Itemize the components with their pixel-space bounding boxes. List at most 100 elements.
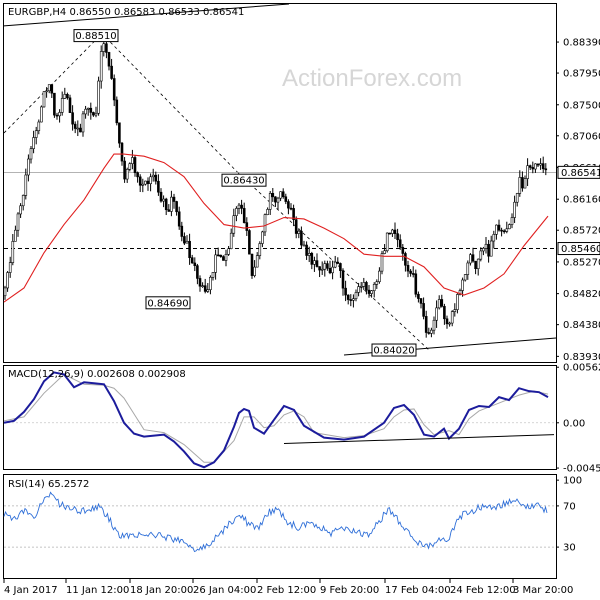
candle-body: [6, 272, 9, 289]
candle-body: [214, 254, 217, 273]
candle-body: [242, 208, 246, 223]
candle-body: [323, 263, 327, 270]
current-price-label-box: [557, 165, 600, 179]
x-tick-label-0: 4 Jan 2017: [4, 585, 58, 596]
candle-body: [339, 263, 342, 271]
price-annotation-box-0: [73, 29, 119, 43]
candle-body: [86, 107, 90, 110]
candle-body: [346, 294, 350, 300]
candle-body: [37, 121, 41, 132]
x-tick-label-5: 9 Feb 20:00: [320, 585, 379, 596]
candle-body: [359, 286, 363, 288]
candle-body: [492, 234, 496, 242]
candle-body: [456, 294, 459, 310]
candle-body: [115, 99, 119, 124]
candle-body: [177, 211, 181, 227]
candle-body: [505, 228, 509, 232]
rsi-line: [3, 491, 548, 553]
macd-panel: 0.005627 0.00 -0.004586: [3, 363, 600, 475]
candle-body: [118, 122, 121, 144]
candle-body: [479, 250, 483, 260]
candle-body: [385, 232, 389, 252]
candle-body: [484, 243, 488, 249]
candle-body: [344, 287, 347, 296]
candle-body: [112, 78, 116, 101]
candle-body: [362, 282, 366, 287]
candle-body: [294, 219, 298, 234]
candle-body: [388, 232, 392, 235]
candle-body: [372, 284, 376, 292]
candle-body: [3, 287, 7, 297]
candle-body: [440, 299, 444, 307]
candle-body: [445, 318, 449, 325]
candle-body: [105, 43, 108, 53]
rsi-panel-title: RSI(14) 65.2572: [8, 479, 89, 490]
candle-body: [159, 191, 163, 202]
candle-body: [68, 97, 72, 113]
candle-body: [92, 112, 95, 116]
candle-body: [216, 254, 220, 257]
candle-body: [185, 240, 189, 244]
candle-body: [21, 195, 25, 207]
price-annotation-label-1: 0.86430: [223, 176, 264, 187]
candle-body: [97, 80, 100, 114]
candle-body: [310, 253, 314, 265]
candle-body: [19, 205, 22, 215]
candle-body: [79, 127, 82, 133]
candle-body: [417, 293, 420, 299]
price-annotation-label-2: 0.84690: [147, 298, 188, 309]
candle-body: [518, 177, 522, 194]
candle-body: [367, 289, 371, 294]
candle-body: [365, 282, 368, 291]
candle-body: [354, 292, 358, 300]
candle-body: [138, 176, 142, 186]
candle-body: [500, 229, 503, 232]
candle-body: [336, 261, 340, 264]
candle-body: [463, 274, 467, 281]
candle-body: [435, 307, 438, 321]
candle-body: [206, 289, 210, 292]
candle-body: [235, 208, 238, 217]
candle-body: [482, 247, 485, 252]
candle-body: [107, 52, 111, 67]
candle-body: [276, 197, 280, 203]
candle-body: [378, 270, 381, 283]
candle-body: [42, 91, 46, 108]
candle-body: [502, 230, 506, 233]
price-annotation-box-2: [145, 296, 191, 310]
support-level-label: 0.85460: [561, 244, 600, 255]
candle-body: [250, 253, 254, 276]
candle-body: [424, 316, 428, 333]
candle-body: [73, 123, 77, 129]
candle-body: [422, 303, 425, 317]
candle-body: [375, 281, 379, 285]
candle-body: [71, 112, 74, 125]
candle-body: [414, 273, 418, 295]
candle-body: [45, 90, 48, 93]
candle-body: [151, 174, 155, 178]
candle-body: [341, 270, 345, 289]
candle-body: [349, 299, 353, 301]
candle-body: [32, 137, 35, 149]
candle-body: [76, 127, 80, 130]
candle-body: [453, 309, 457, 312]
moving-average-line: [3, 153, 549, 303]
candle-body: [188, 240, 191, 258]
candle-body: [94, 112, 98, 116]
candle-body: [289, 207, 293, 210]
candle-body: [430, 329, 433, 334]
candle-body: [53, 92, 56, 116]
candle-body: [50, 84, 54, 94]
candle-body: [450, 311, 454, 324]
candle-body: [237, 204, 241, 209]
candle-body: [183, 236, 186, 244]
candle-body: [170, 196, 173, 212]
candle-body: [521, 177, 524, 189]
rsi-panel-frame: [3, 474, 557, 579]
candle-body: [398, 239, 402, 248]
candle-body: [268, 193, 272, 210]
